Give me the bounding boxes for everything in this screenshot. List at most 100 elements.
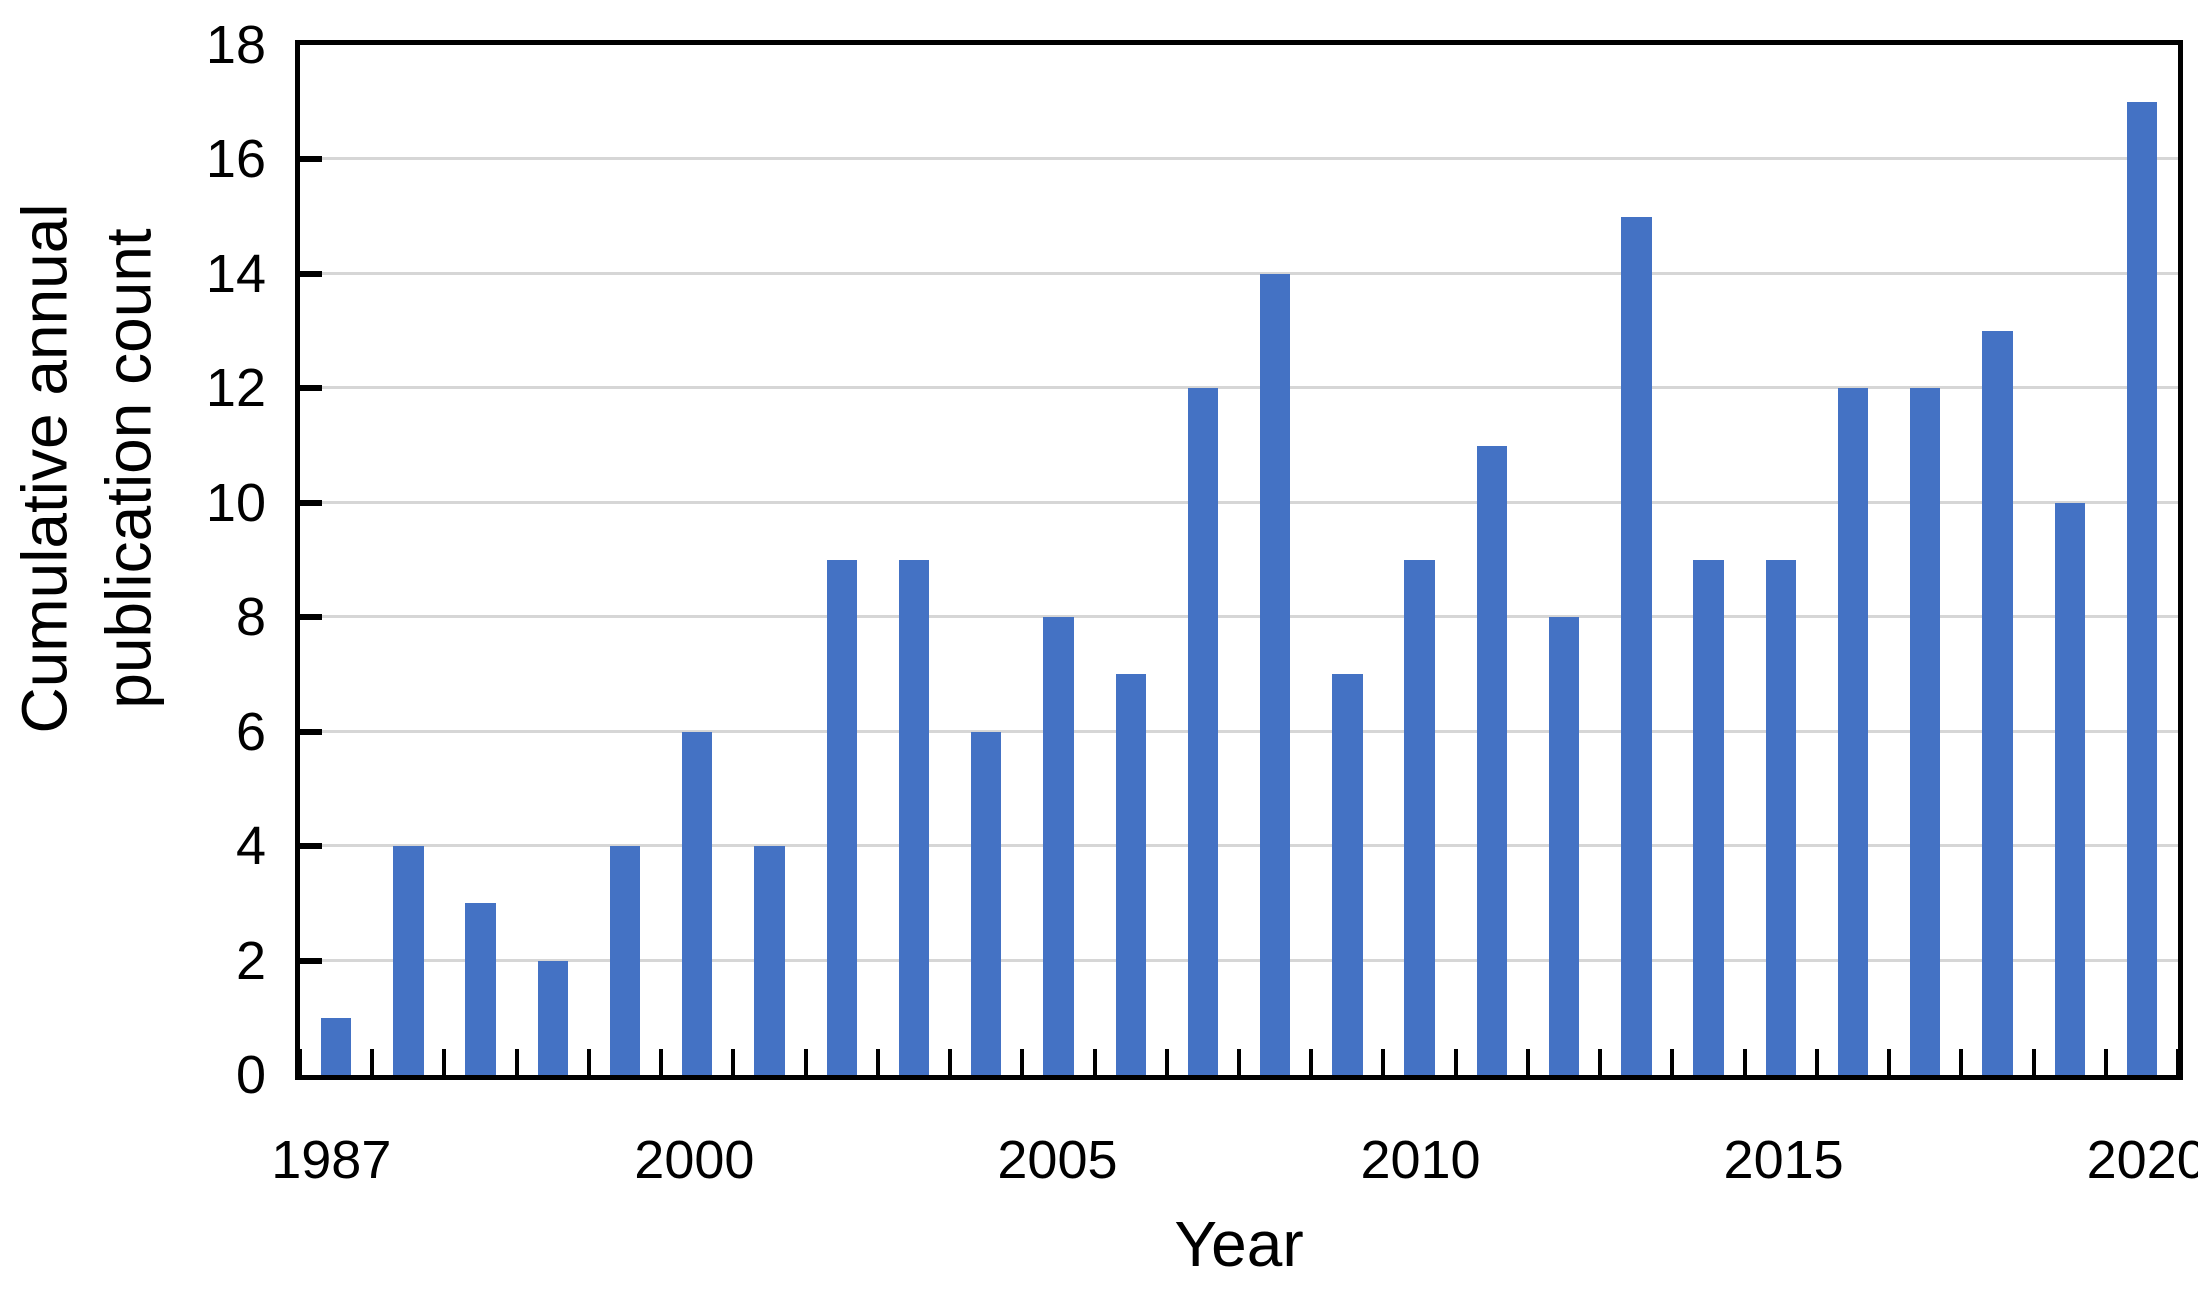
bar-slot [300,45,372,1075]
bar [320,1017,352,1075]
y-tick-label: 10 [205,472,266,533]
bar-slot [1167,45,1239,1075]
y-tick-label: 14 [205,243,266,304]
bar-slot [517,45,589,1075]
y-tick-label: 16 [205,129,266,190]
x-axis-title: Year [1174,1208,1304,1280]
gridline [300,386,2178,390]
x-tick-mark [298,1049,302,1075]
bar [826,560,857,1075]
x-tick-mark [1164,1049,1169,1075]
bar [1910,388,1941,1075]
bar-slot [1745,45,1817,1075]
bar-slot [372,45,444,1075]
x-tick-label: 2010 [1360,1130,1481,1190]
x-tick-mark [1309,1049,1314,1075]
bar-slot [2106,45,2178,1075]
bar [1332,674,1363,1075]
bar-slot [444,45,516,1075]
y-tick-label: 12 [205,358,266,419]
bar [2054,502,2085,1075]
bar-slot [1095,45,1167,1075]
y-tick-label: 2 [235,930,266,991]
bar-slot [1022,45,1094,1075]
bar-slot [1239,45,1311,1075]
bar-slot [733,45,805,1075]
bar-slot [1311,45,1383,1075]
y-tick-mark [300,843,322,850]
x-tick-mark [2103,1049,2108,1075]
bar [1476,445,1508,1075]
bar [1043,617,1074,1075]
y-tick-mark [300,156,322,163]
bar-slot [1528,45,1600,1075]
y-tick-label: 8 [235,587,266,648]
bar-slot [2034,45,2106,1075]
gridline [300,844,2178,848]
bar-slot [1600,45,1672,1075]
bar-slot [1384,45,1456,1075]
x-tick-label: 2000 [634,1130,755,1190]
bar [898,560,930,1075]
bar [609,846,641,1075]
x-tick-mark [731,1049,736,1075]
x-tick-mark [1670,1049,1675,1075]
bar-slot [878,45,950,1075]
bar [537,960,568,1075]
bar [1982,331,2013,1075]
x-tick-mark [514,1049,519,1075]
bar-slot [806,45,878,1075]
x-tick-mark [586,1049,591,1075]
gridline [300,958,2178,962]
x-tick-mark [1453,1049,1458,1075]
bar [1837,388,1869,1075]
y-tick-label: 0 [235,1045,266,1105]
x-tick-mark [442,1049,447,1075]
x-tick-mark [1237,1049,1241,1075]
y-tick-mark [300,614,322,621]
bar [754,846,785,1075]
bar [1621,216,1652,1075]
bar [2126,102,2158,1075]
x-tick-label: 1987 [271,1130,392,1190]
bar [971,731,1002,1075]
gridline [300,615,2178,619]
y-tick-mark [300,957,322,964]
x-tick-mark [1887,1049,1892,1075]
x-tick-mark [1020,1049,1025,1075]
bars [300,45,2178,1075]
x-tick-label: 2015 [1723,1130,1844,1190]
gridline [300,271,2178,275]
x-tick-label: 2005 [997,1130,1118,1190]
bar [1404,560,1435,1075]
y-tick-label: 4 [235,816,266,877]
bar [1548,617,1580,1075]
x-axis-tick-labels: 1987 2000 2005 2010 2015 2020 [271,1085,2198,1195]
x-tick-mark [1525,1049,1530,1075]
bar-slot [1456,45,1528,1075]
bar [1187,388,1219,1075]
x-tick-mark [875,1049,880,1075]
bar-slot [950,45,1022,1075]
gridline [300,157,2178,161]
x-tick-mark [2176,1049,2180,1075]
bar [1765,560,1796,1075]
x-tick-mark [1742,1049,1747,1075]
bar-slot [1961,45,2033,1075]
x-tick-label: 2020 [2086,1130,2198,1190]
bar-slot [1672,45,1744,1075]
x-tick-mark [2031,1049,2036,1075]
bar [465,903,496,1075]
y-tick-mark [300,270,322,277]
bar [682,731,713,1075]
x-tick-mark [948,1049,953,1075]
y-tick-label: 18 [205,15,266,75]
x-tick-mark [1598,1049,1603,1075]
y-tick-label: 6 [235,701,266,762]
bar [393,846,424,1075]
x-tick-mark [1959,1049,1964,1075]
y-axis-tick-labels: 0 2 4 6 8 10 12 14 16 18 [0,18,266,1102]
x-tick-mark [659,1049,664,1075]
x-tick-mark [1381,1049,1386,1075]
x-tick-mark [1814,1049,1819,1075]
